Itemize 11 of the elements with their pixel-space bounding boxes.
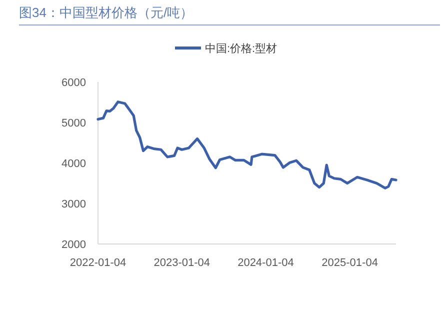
y-tick-label: 4000 (62, 158, 86, 170)
x-tick-label: 2022-01-04 (70, 257, 126, 269)
x-tick-label: 2023-01-04 (154, 257, 210, 269)
x-tick-label: 2025-01-04 (322, 257, 378, 269)
legend-label: 中国:价格:型材 (205, 42, 278, 55)
y-tick-label: 3000 (62, 198, 86, 210)
chart-title: 图34：中国型材价格（元/吨） (19, 5, 194, 20)
x-tick-label: 2024-01-04 (238, 257, 294, 269)
y-tick-label: 2000 (62, 239, 86, 251)
y-tick-label: 5000 (62, 118, 86, 130)
y-tick-label: 6000 (62, 77, 86, 89)
